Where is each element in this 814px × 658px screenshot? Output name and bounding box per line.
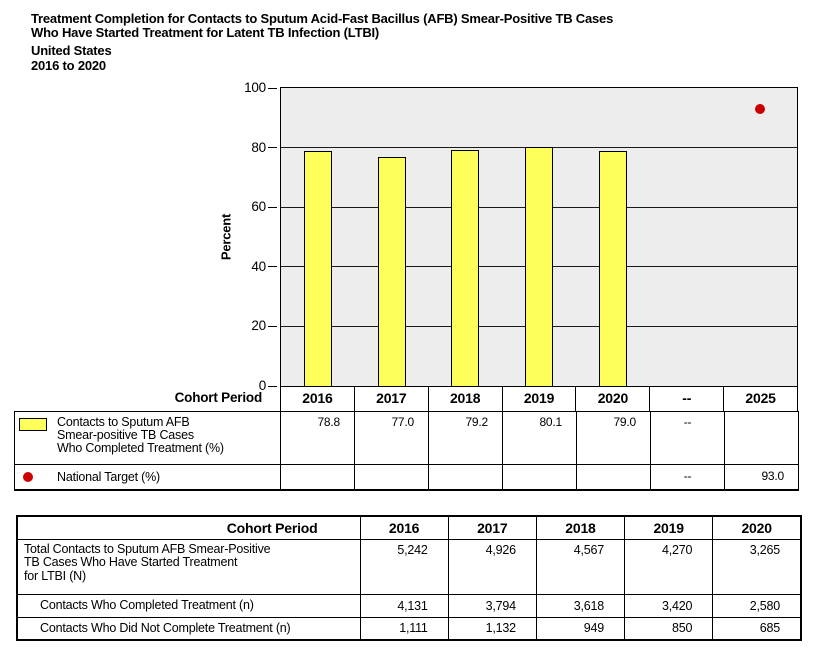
y-tick-label-0: 0 xyxy=(258,378,267,393)
legend-row: Contacts to Sputum AFB Smear-positive TB … xyxy=(15,412,798,465)
cell-2018: 4,567 xyxy=(535,538,626,595)
y-tick-label-100: 100 xyxy=(244,80,266,95)
legend-value-2025 xyxy=(724,412,798,464)
x-category-2020: 2020 xyxy=(576,386,651,411)
data-table-col-2016: 2016 xyxy=(359,515,449,540)
data-table-col-2017: 2017 xyxy=(447,515,537,540)
cell-2020: 2,580 xyxy=(712,593,802,618)
y-tick-80 xyxy=(268,147,277,149)
page-title-line2: Who Have Started Treatment for Latent TB… xyxy=(31,24,380,40)
x-category-2017: 2017 xyxy=(355,386,429,411)
y-tick-100 xyxy=(268,87,277,89)
subtitle-period: 2016 to 2020 xyxy=(31,58,106,73)
cell-2016: 4,131 xyxy=(359,593,449,618)
data-table: Cohort Period 2016 2017 2018 2019 2020 Total C… xyxy=(16,515,802,641)
cell-2018: 3,618 xyxy=(535,593,626,618)
legend-value-2018 xyxy=(428,465,502,489)
legend-series-label: Contacts to Sputum AFB Smear-positive TB … xyxy=(15,412,280,464)
x-category-2016: 2016 xyxy=(281,386,355,411)
x-category-2025: 2025 xyxy=(745,390,776,406)
data-table-corner-header: Cohort Period xyxy=(16,515,361,540)
legend-series-label: National Target (%) xyxy=(15,465,280,489)
row-label: Total Contacts to Sputum AFB Smear-Posit… xyxy=(16,538,361,595)
report-subtitle: United States 2016 to 2020 xyxy=(31,43,112,73)
y-tick-label-40: 40 xyxy=(251,258,266,274)
data-table-col-2020: 2020 xyxy=(712,515,802,540)
legend-value-2017 xyxy=(354,465,428,489)
y-tick-label-80: 80 xyxy=(251,139,266,155)
y-tick-label-60: 60 xyxy=(251,199,266,215)
legend-series-label-text: Contacts to Sputum AFB Smear-positive TB … xyxy=(57,415,224,455)
bar-2020 xyxy=(598,150,627,386)
row-label: Contacts Who Did Not Complete Treatment … xyxy=(16,616,361,641)
cell-2018: 949 xyxy=(535,616,626,641)
cell-2016: 1,111 xyxy=(359,616,449,641)
legend-value-2018: 79.2 xyxy=(428,412,502,464)
x-category-2018: 2018 xyxy=(429,386,503,411)
data-table-col-2019: 2019 xyxy=(624,515,714,540)
x-category-2019: 2019 xyxy=(503,386,577,411)
national-target-point xyxy=(755,103,766,114)
bar-2018 xyxy=(451,149,480,386)
legend-series-label-text: National Target (%) xyxy=(57,470,160,484)
legend-value-2019 xyxy=(502,465,576,489)
bar-2017 xyxy=(377,156,406,386)
y-tick-60 xyxy=(268,206,277,208)
cell-2020: 3,265 xyxy=(712,538,802,595)
x-axis-categories: 2016 2017 2018 2019 2020 -- 2025 xyxy=(280,386,798,411)
legend-value-2016 xyxy=(280,465,354,489)
legend-value-2017: 77.0 xyxy=(354,412,428,464)
plot-area xyxy=(280,87,798,387)
table-row: Contacts Who Completed Treatment (n) 4,13… xyxy=(16,593,802,618)
y-tick-20 xyxy=(268,325,277,327)
y-tick-40 xyxy=(268,266,277,268)
target-dot-icon xyxy=(23,472,33,482)
legend-value-2025: 93.0 xyxy=(724,465,798,489)
bar-2019 xyxy=(525,147,553,386)
table-row: Total Contacts to Sputum AFB Smear-Posit… xyxy=(16,538,802,595)
subtitle-region: United States xyxy=(31,43,112,58)
legend-value-2020 xyxy=(576,465,650,489)
legend-value-2020: 79.0 xyxy=(576,412,650,464)
bar-swatch-icon xyxy=(19,418,47,431)
table-row: Contacts Who Did Not Complete Treatment … xyxy=(16,616,802,641)
y-axis-label: Percent xyxy=(218,213,234,261)
legend-row: National Target (%) -- 93.0 xyxy=(15,465,798,489)
legend-value-2016: 78.8 xyxy=(280,412,354,464)
page-title: Treatment Completion for Contacts to Spu… xyxy=(31,12,771,39)
x-category---: -- xyxy=(650,386,725,411)
page-title-line1: Treatment Completion for Contacts to Spu… xyxy=(31,11,614,26)
cell-2017: 3,794 xyxy=(447,593,537,618)
cell-2019: 4,270 xyxy=(624,538,714,595)
legend-value---: -- xyxy=(650,412,724,464)
legend-value-2019: 80.1 xyxy=(502,412,576,464)
x-axis-caption: Cohort Period xyxy=(174,390,263,405)
cell-2017: 4,926 xyxy=(447,538,537,595)
y-tick-label-20: 20 xyxy=(251,318,266,334)
data-table-col-2018: 2018 xyxy=(535,515,626,540)
row-label: Contacts Who Completed Treatment (n) xyxy=(16,593,361,618)
cell-2019: 3,420 xyxy=(624,593,714,618)
cell-2017: 1,132 xyxy=(447,616,537,641)
legend-value---: -- xyxy=(650,465,724,489)
legend-table: Contacts to Sputum AFB Smear-positive TB … xyxy=(14,411,799,491)
cell-2020: 685 xyxy=(712,616,802,641)
cell-2016: 5,242 xyxy=(359,538,449,595)
cell-2019: 850 xyxy=(624,616,714,641)
y-tick-0 xyxy=(268,385,277,387)
bar-2016 xyxy=(303,151,332,386)
